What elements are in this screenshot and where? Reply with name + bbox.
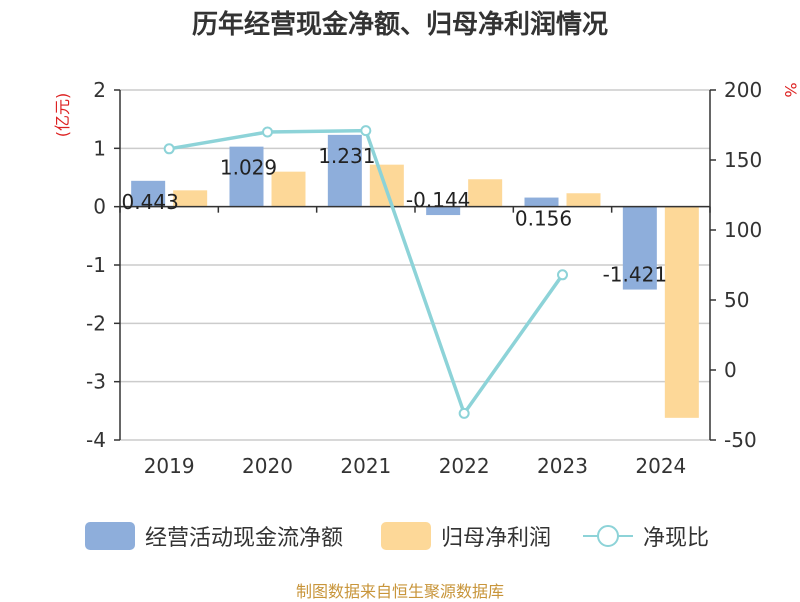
data-labels: 0.443 1.029 1.231 -0.144 0.156 -1.421 bbox=[122, 144, 668, 287]
bar-net-profit bbox=[173, 190, 208, 207]
y-left-tick-label: -2 bbox=[86, 311, 106, 335]
y-left-tick-label: -1 bbox=[86, 253, 106, 277]
legend-label-net-profit: 归母净利润 bbox=[441, 526, 552, 551]
y-right-tick-label: 200 bbox=[724, 78, 762, 102]
ratio-line bbox=[163, 125, 568, 419]
bar-cashflow bbox=[131, 180, 166, 207]
x-tick-label: 2022 bbox=[439, 454, 490, 478]
x-tick-label: 2019 bbox=[144, 454, 195, 478]
bar-net-profit bbox=[566, 193, 601, 207]
axes: 2 1 0 -1 -2 -3 -4 200 150 100 50 0 -50 2019 2020 2021 20… bbox=[53, 78, 800, 478]
y-left-tick-label: -3 bbox=[86, 370, 106, 394]
bar-cashflow bbox=[327, 134, 362, 207]
data-label-cashflow: 1.231 bbox=[318, 144, 375, 168]
bar-net-profit bbox=[664, 206, 699, 418]
data-label-cashflow: -1.421 bbox=[603, 263, 667, 287]
y-right-tick-label: -50 bbox=[724, 428, 757, 452]
y-right-tick-label: 50 bbox=[724, 288, 749, 312]
chart-title: 历年经营现金净额、归母净利润情况 bbox=[191, 10, 608, 40]
x-tick-label: 2020 bbox=[242, 454, 293, 478]
y-right-tick-label: 150 bbox=[724, 148, 762, 172]
bar-cashflow bbox=[229, 146, 264, 207]
bar-cashflow bbox=[524, 197, 559, 207]
y-right-axis-title: % bbox=[781, 82, 800, 97]
legend-label-cashflow: 经营活动现金流净额 bbox=[145, 526, 344, 551]
legend-swatch-net-profit bbox=[381, 522, 431, 550]
y-left-axis-title: (亿元) bbox=[53, 93, 72, 138]
data-label-cashflow: -0.144 bbox=[406, 188, 470, 212]
y-right-tick-label: 0 bbox=[724, 358, 737, 382]
y-right-tick-label: 100 bbox=[724, 218, 762, 242]
legend-label-ratio: 净现比 bbox=[643, 526, 710, 551]
source-note: 制图数据来自恒生聚源数据库 bbox=[295, 582, 504, 601]
ratio-point bbox=[262, 126, 273, 138]
bar-cashflow bbox=[622, 206, 657, 290]
bars bbox=[131, 134, 699, 418]
legend-swatch-cashflow bbox=[85, 522, 135, 550]
legend-item-cashflow[interactable]: 经营活动现金流净额 bbox=[85, 518, 343, 554]
legend-item-ratio[interactable]: 净现比 bbox=[583, 518, 709, 554]
y-left-tick-label: 2 bbox=[93, 78, 106, 102]
bar-cashflow bbox=[426, 206, 461, 216]
data-label-cashflow: 0.156 bbox=[515, 207, 572, 231]
ratio-point bbox=[163, 143, 175, 155]
y-left-tick-label: 1 bbox=[93, 136, 106, 160]
bar-net-profit bbox=[468, 179, 503, 207]
x-tick-label: 2023 bbox=[537, 454, 588, 478]
bar-net-profit bbox=[271, 171, 306, 207]
x-tick-label: 2021 bbox=[340, 454, 391, 478]
legend: 经营活动现金流净额 归母净利润 净现比 bbox=[0, 518, 800, 554]
legend-item-net-profit[interactable]: 归母净利润 bbox=[381, 518, 551, 554]
data-label-cashflow: 0.443 bbox=[122, 190, 179, 214]
ratio-point bbox=[557, 269, 568, 281]
ratio-point bbox=[458, 407, 470, 419]
y-left-tick-label: -4 bbox=[86, 428, 106, 452]
legend-swatch-ratio bbox=[583, 522, 633, 550]
y-left-tick-label: 0 bbox=[93, 195, 106, 219]
ratio-point bbox=[360, 125, 372, 137]
x-tick-label: 2024 bbox=[635, 454, 686, 478]
data-label-cashflow: 1.029 bbox=[220, 156, 277, 180]
